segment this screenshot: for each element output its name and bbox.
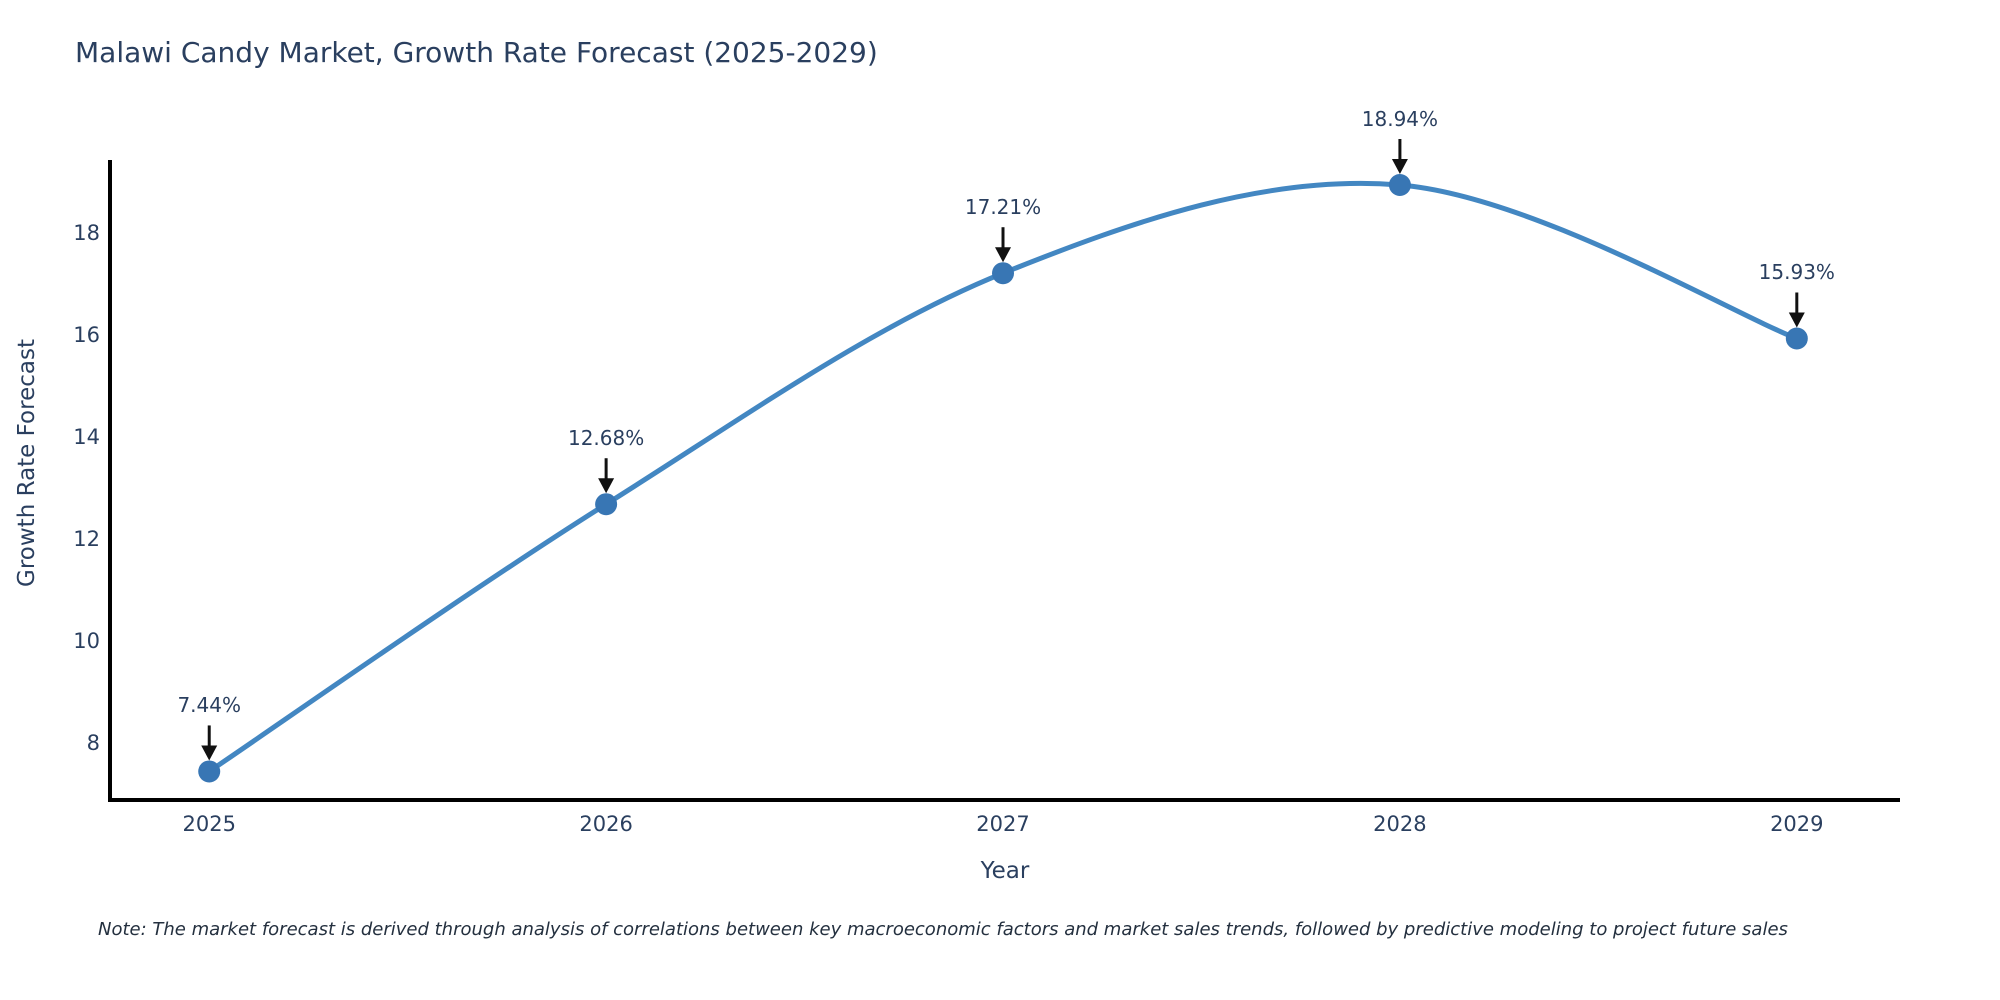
x-tick-label-2027: 2027 — [976, 812, 1030, 836]
point-value-label-2027: 17.21% — [964, 195, 1042, 220]
y-tick-label-12: 12 — [73, 526, 100, 551]
y-tick-label-16: 16 — [73, 322, 100, 347]
point-value-label-2026: 12.68% — [567, 426, 645, 451]
x-tick-label-2028: 2028 — [1373, 812, 1427, 836]
data-point-marker-2029 — [1785, 327, 1808, 350]
data-point-marker-2026 — [595, 493, 618, 516]
x-tick-label-2029: 2029 — [1770, 812, 1824, 836]
x-axis-title: Year — [980, 858, 1030, 884]
data-point-marker-2025 — [198, 760, 221, 783]
annotation-arrowhead-2025 — [201, 745, 218, 761]
y-tick-label-8: 8 — [86, 730, 100, 755]
point-value-label-2028: 18.94% — [1361, 106, 1439, 131]
annotation-arrowhead-2028 — [1391, 158, 1408, 174]
x-tick-label-2026: 2026 — [579, 812, 633, 836]
annotation-arrowhead-2027 — [995, 247, 1012, 263]
y-tick-label-18: 18 — [73, 220, 100, 245]
annotation-arrowhead-2029 — [1788, 312, 1805, 328]
point-value-label-2025: 7.44% — [177, 693, 241, 718]
annotation-arrowhead-2026 — [598, 478, 615, 494]
point-value-label-2029: 15.93% — [1758, 260, 1835, 285]
footer-note: Note: The market forecast is derived thr… — [98, 919, 1788, 940]
x-tick-label-2025: 2025 — [182, 812, 236, 836]
data-point-marker-2027 — [992, 262, 1015, 285]
y-tick-label-10: 10 — [73, 628, 100, 653]
data-point-marker-2028 — [1388, 173, 1411, 196]
y-tick-label-14: 14 — [73, 424, 100, 449]
chart-title: Malawi Candy Market, Growth Rate Forecas… — [75, 36, 878, 69]
